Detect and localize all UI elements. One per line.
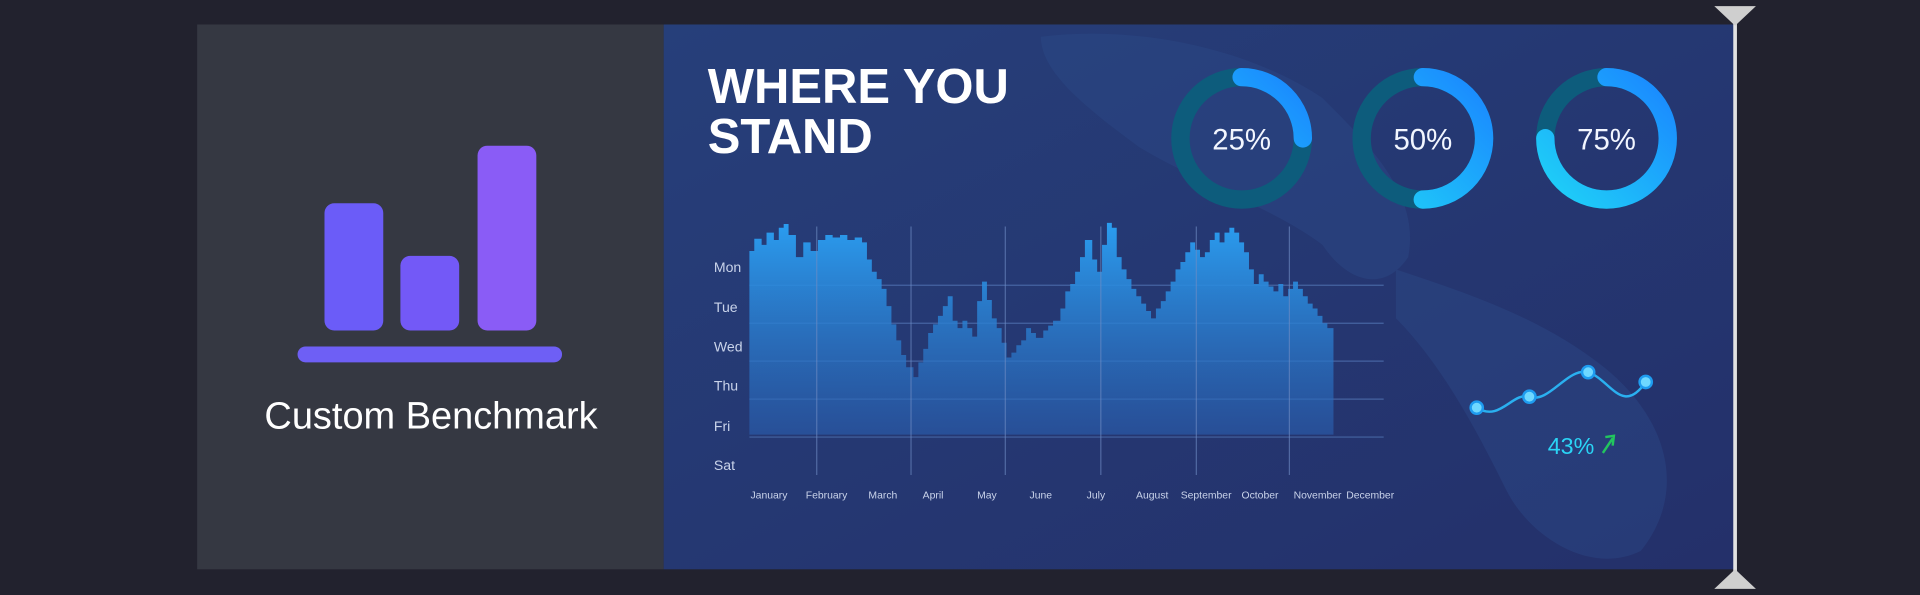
month-label: October <box>1242 490 1280 501</box>
month-label: January <box>750 490 788 501</box>
gauge-label: 50% <box>1393 123 1452 156</box>
icon-bar <box>477 145 537 331</box>
handle-bottom[interactable] <box>1714 569 1756 589</box>
gauge-arc <box>1536 67 1677 209</box>
grid <box>816 226 1290 476</box>
gauge-label: 25% <box>1212 123 1271 156</box>
month-label: April <box>923 490 944 501</box>
trend-line <box>1476 370 1647 413</box>
trend-points <box>1469 364 1654 416</box>
panel-label: Custom Benchmark <box>264 396 598 438</box>
icon-bar <box>324 203 384 331</box>
activity-area <box>749 222 1334 435</box>
row-label: Thu <box>714 378 738 394</box>
month-label: August <box>1136 490 1168 501</box>
month-label: June <box>1030 490 1053 501</box>
icon-bar <box>400 255 460 331</box>
row-label: Tue <box>714 299 738 315</box>
gauges: 25% 50% 75% <box>1171 67 1677 209</box>
handle-top[interactable] <box>1714 6 1756 26</box>
row-label: Wed <box>714 338 743 354</box>
title-line: WHERE YOU <box>708 60 1009 114</box>
trend-label: 43% <box>1548 433 1595 459</box>
map-shapes <box>1040 33 1667 559</box>
month-label: December <box>1346 490 1394 501</box>
trend-arrow <box>1601 434 1616 454</box>
row-label: Sat <box>714 457 735 473</box>
month-label: March <box>868 490 897 501</box>
row-label: Mon <box>714 259 741 275</box>
month-label: September <box>1181 490 1232 501</box>
icon-base <box>297 346 563 363</box>
row-label: Fri <box>714 418 730 434</box>
month-label: July <box>1087 490 1106 501</box>
row-labels: Mon Tue Wed Thu Fri Sat <box>714 259 743 473</box>
gauge-arc <box>1171 67 1313 209</box>
gauge-arc <box>1352 67 1494 209</box>
gauge-label: 75% <box>1577 123 1636 156</box>
month-label: February <box>806 490 848 501</box>
title-line: STAND <box>708 110 873 164</box>
month-labels: January February March April May June July Augu… <box>750 490 1394 501</box>
month-label: November <box>1294 490 1342 501</box>
month-label: May <box>977 490 997 501</box>
